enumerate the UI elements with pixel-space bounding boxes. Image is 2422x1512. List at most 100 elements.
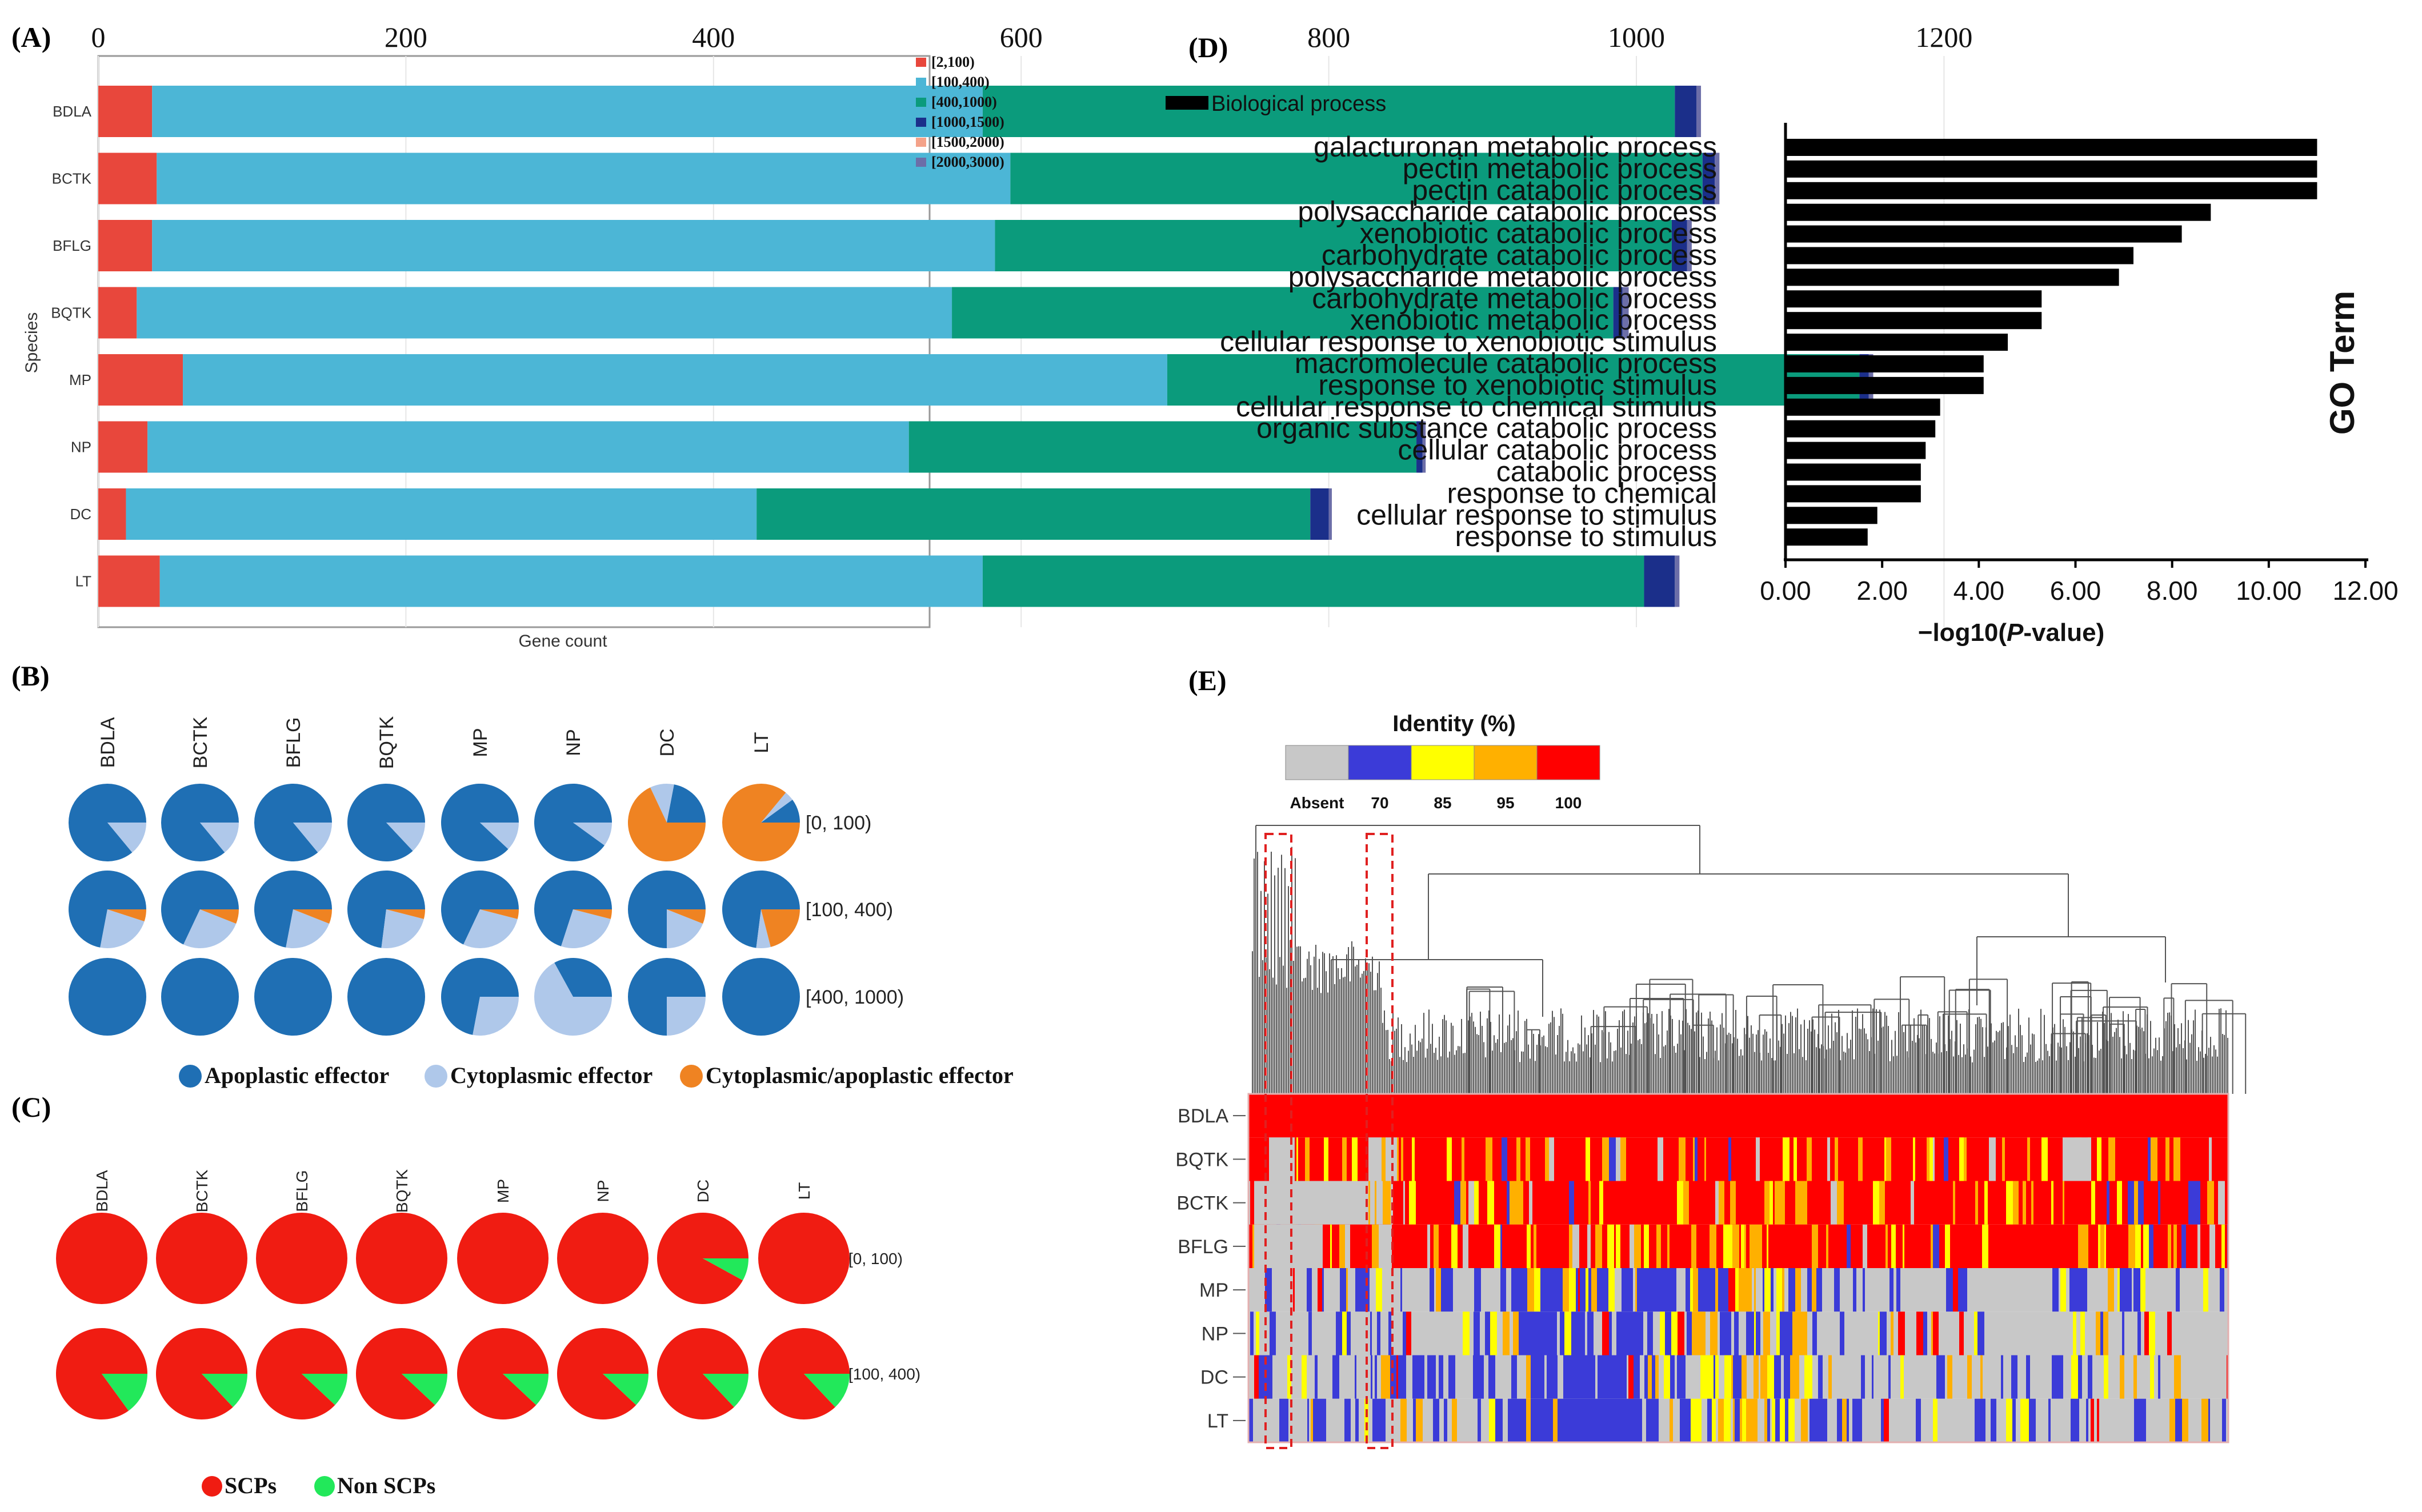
panel-d-x-tick-label: 10.00 [2236, 576, 2301, 605]
heatmap-cell [2220, 1268, 2224, 1312]
heatmap-cell [2097, 1398, 2099, 1442]
heatmap-cell [1823, 1398, 1827, 1442]
heatmap-cell [1690, 1268, 1693, 1312]
panel-c-row-labels: [0, 100) [100, 400) [848, 1250, 920, 1383]
heatmap-cell [1526, 1137, 1530, 1181]
heatmap-cell [1686, 1268, 1690, 1312]
panel-e-legend-swatch [1536, 745, 1600, 780]
heatmap-cell [1412, 1355, 1415, 1399]
heatmap-cell [1720, 1312, 1726, 1355]
heatmap-cell [1947, 1355, 1952, 1399]
heatmap-cell [1474, 1312, 1480, 1355]
heatmap-cell [1654, 1268, 1658, 1312]
heatmap-cell [1511, 1355, 1517, 1399]
panel-c-legend-label: Non SCPs [337, 1473, 435, 1498]
panel-d-category-label: xenobiotic catabolic process [1360, 218, 1717, 250]
heatmap-cell [1994, 1398, 1996, 1442]
panel-e-row-label: NP [1202, 1323, 1228, 1345]
panel-a-x-axis-title: Gene count [518, 632, 607, 651]
heatmap-cell [1936, 1355, 1939, 1399]
pie-slice [69, 958, 146, 1036]
heatmap-cell [1939, 1355, 1945, 1399]
heatmap-cell [2134, 1398, 2141, 1442]
heatmap-cell [1785, 1398, 1788, 1442]
heatmap-cell [1772, 1398, 1775, 1442]
x-axis-title-italic: P [2007, 619, 2024, 647]
panel-a-legend-swatch [916, 118, 926, 127]
heatmap-cell [1378, 1137, 1380, 1181]
panel-d-label: (D) [1188, 31, 1228, 63]
heatmap-cell [1885, 1224, 1888, 1268]
panel-a-bar-segment [98, 354, 183, 406]
heatmap-cell [2117, 1181, 2122, 1225]
panel-c-label: (C) [11, 1091, 51, 1123]
heatmap-cell [1630, 1224, 1634, 1268]
heatmap-cell [1535, 1312, 1539, 1355]
heatmap-cell [1771, 1268, 1774, 1312]
pie-slice [473, 997, 519, 1036]
heatmap-cell [1891, 1224, 1894, 1268]
heatmap-cell [1842, 1398, 1847, 1442]
heatmap-cell [2128, 1268, 2132, 1312]
heatmap-cell [1746, 1398, 1753, 1442]
pie-slice [254, 958, 332, 1036]
heatmap-cell [1372, 1224, 1379, 1268]
panel-d-x-tick-label: 0.00 [1760, 576, 1811, 605]
heatmap-cell [2108, 1137, 2115, 1181]
heatmap-cell [1764, 1398, 1767, 1442]
pie-slice [722, 958, 800, 1036]
heatmap-cell [2063, 1181, 2064, 1225]
pie-slice [534, 784, 612, 862]
heatmap-cell [2091, 1398, 2094, 1442]
heatmap-cell [1389, 1181, 1391, 1225]
panel-b-column-label: BDLA [97, 717, 119, 768]
heatmap-cell [2176, 1268, 2180, 1312]
heatmap-cell [1398, 1355, 1404, 1399]
heatmap-cell [1884, 1398, 1889, 1442]
panel-a-legend-label: [2,100) [931, 54, 975, 70]
panel-a-x-tick-label: 1000 [1608, 21, 1665, 53]
heatmap-cell [1522, 1268, 1524, 1312]
heatmap-cell [1927, 1137, 1929, 1181]
panel-d-category-label: macromolecule catabolic process [1295, 347, 1717, 379]
heatmap-cell [1558, 1398, 1560, 1442]
heatmap-cell [1352, 1137, 1358, 1181]
pie-slice [628, 787, 706, 861]
heatmap-cell [2167, 1312, 2172, 1355]
heatmap-cell [1648, 1398, 1655, 1442]
panel-a-legend-label: [400,1000) [931, 94, 997, 110]
heatmap-cell [1691, 1224, 1696, 1268]
panel-c-pie [56, 1328, 148, 1420]
panel-b-legend-marker [425, 1065, 447, 1088]
panel-c-column-label: BCTK [193, 1169, 211, 1212]
heatmap-cell [1632, 1312, 1634, 1355]
heatmap-cell [1636, 1355, 1640, 1399]
heatmap-cell [2122, 1312, 2124, 1355]
panel-a-bar-segment [137, 287, 952, 339]
heatmap-cell [1546, 1398, 1553, 1442]
heatmap-cell [1370, 1312, 1372, 1355]
heatmap-cell [1386, 1137, 1392, 1181]
heatmap-cell [1756, 1312, 1760, 1355]
heatmap-cell [1372, 1398, 1379, 1442]
panel-e-legend-label: 100 [1555, 794, 1582, 812]
heatmap-cell [1254, 1181, 1368, 1225]
panel-b-pie [347, 958, 425, 1036]
heatmap-cell [1569, 1224, 1572, 1268]
heatmap-cell [1794, 1137, 1797, 1181]
heatmap-cell [1368, 1181, 1370, 1225]
heatmap-cell [1268, 1355, 1272, 1399]
heatmap-cell [1382, 1137, 1386, 1181]
heatmap-cell [1447, 1137, 1452, 1181]
panel-e-row-label: MP [1199, 1280, 1228, 1301]
heatmap-cell [1377, 1312, 1380, 1355]
heatmap-cell [1795, 1181, 1801, 1225]
heatmap-cell [1409, 1181, 1416, 1225]
heatmap-cell [2071, 1398, 2073, 1442]
heatmap-cell [1790, 1355, 1796, 1399]
heatmap-cell [1379, 1268, 1382, 1312]
heatmap-cell [1342, 1312, 1347, 1355]
heatmap-cell [1616, 1137, 1620, 1181]
heatmap-cell [1586, 1137, 1587, 1181]
panel-c-legend-marker [202, 1476, 222, 1497]
